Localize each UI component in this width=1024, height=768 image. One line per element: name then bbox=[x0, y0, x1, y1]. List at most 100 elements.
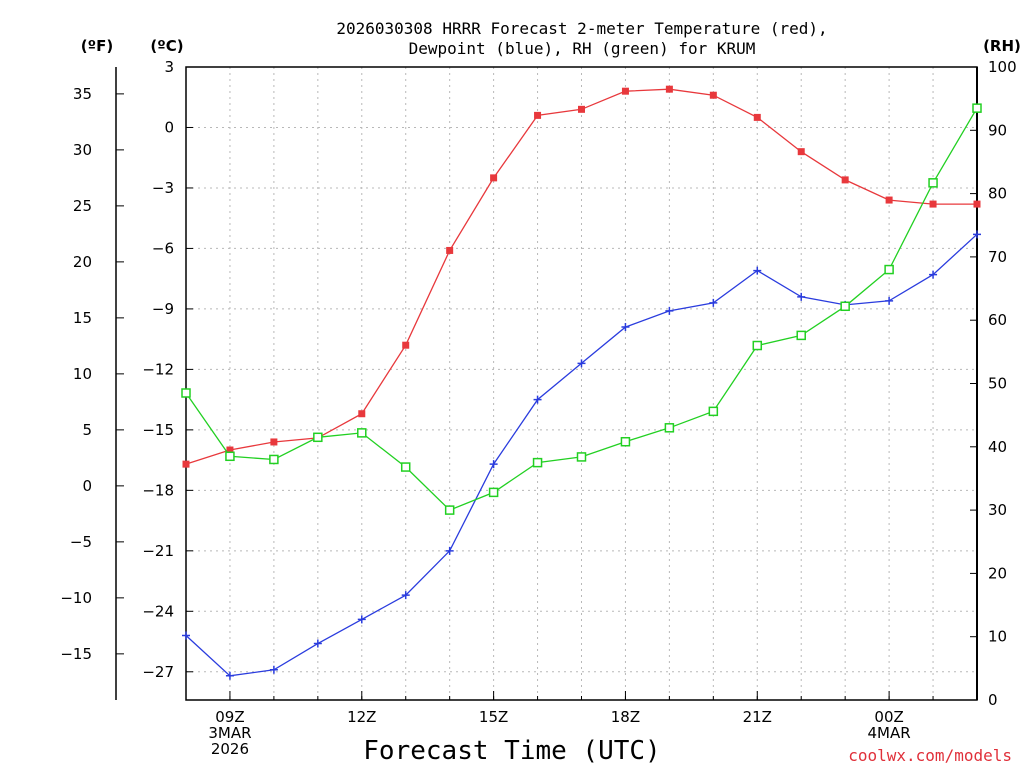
rh-tick-label: 60 bbox=[988, 311, 1007, 329]
dewpoint-point bbox=[182, 631, 190, 640]
celsius-tick-label: −21 bbox=[142, 542, 174, 560]
x-tick-label: 00Z bbox=[874, 708, 903, 726]
rh-point bbox=[928, 178, 938, 188]
rh-tick-label: 70 bbox=[988, 248, 1007, 266]
rh-tick-label: 80 bbox=[988, 185, 1007, 203]
fahrenheit-tick-label: 35 bbox=[73, 85, 92, 103]
temperature-point bbox=[578, 105, 585, 113]
chart-title-line-2: Dewpoint (blue), RH (green) for KRUM bbox=[409, 39, 756, 58]
dewpoint-point bbox=[357, 615, 366, 624]
rh-point bbox=[444, 505, 455, 515]
rh-tick-label: 100 bbox=[988, 58, 1017, 76]
axes bbox=[115, 66, 978, 701]
temperature-point bbox=[270, 438, 278, 446]
temperature-point bbox=[973, 200, 981, 208]
rh-point bbox=[225, 451, 235, 462]
celsius-tick-label: 0 bbox=[164, 118, 174, 136]
dewpoint-point bbox=[577, 359, 586, 368]
celsius-tick-label: −12 bbox=[142, 360, 174, 378]
fahrenheit-tick-label: −10 bbox=[60, 589, 92, 607]
dewpoint-point bbox=[665, 306, 674, 315]
dewpoint-point bbox=[445, 546, 454, 555]
celsius-tick-label: −9 bbox=[152, 300, 174, 318]
rh-unit-label: (RH) bbox=[983, 37, 1021, 55]
x-axis-label: Forecast Time (UTC) bbox=[363, 736, 660, 766]
temperature-point bbox=[446, 246, 454, 254]
fahrenheit-tick-label: 0 bbox=[82, 477, 92, 495]
x-tick-label: 2026 bbox=[211, 740, 249, 758]
credit-text: coolwx.com/models bbox=[848, 746, 1012, 765]
celsius-tick-label: 3 bbox=[164, 58, 174, 76]
temperature-point bbox=[358, 410, 366, 418]
dewpoint-point bbox=[225, 671, 234, 680]
x-tick-label: 18Z bbox=[611, 708, 640, 726]
dewpoint-point bbox=[973, 230, 981, 239]
temperature-point bbox=[621, 87, 629, 95]
grid-lines bbox=[186, 67, 977, 700]
data-series bbox=[181, 85, 982, 680]
rh-point bbox=[840, 301, 850, 312]
dewpoint-point bbox=[313, 639, 322, 648]
rh-point bbox=[620, 436, 631, 447]
rh-tick-label: 40 bbox=[988, 438, 1007, 456]
rh-series bbox=[181, 103, 982, 515]
temperature-point bbox=[797, 148, 805, 156]
celsius-tick-label: −18 bbox=[142, 481, 174, 499]
rh-point bbox=[884, 264, 894, 275]
rh-point bbox=[313, 432, 323, 443]
rh-point bbox=[796, 330, 806, 341]
dewpoint-point bbox=[929, 270, 938, 279]
plot-frame bbox=[185, 66, 978, 701]
fahrenheit-tick-label: −5 bbox=[70, 533, 92, 551]
rh-point bbox=[664, 423, 675, 433]
temperature-point bbox=[402, 341, 410, 349]
celsius-tick-label: −6 bbox=[152, 239, 174, 257]
dewpoint-point bbox=[753, 266, 762, 275]
rh-tick-label: 50 bbox=[988, 375, 1007, 393]
temperature-point bbox=[929, 200, 937, 208]
dewpoint-point bbox=[797, 292, 806, 301]
rh-tick-label: 10 bbox=[988, 628, 1007, 646]
rh-point bbox=[972, 103, 982, 113]
dewpoint-point bbox=[709, 298, 718, 307]
celsius-tick-label: −3 bbox=[152, 179, 174, 197]
rh-point bbox=[708, 406, 719, 417]
temperature-point bbox=[841, 176, 849, 184]
celsius-unit-label: (ºC) bbox=[150, 37, 183, 55]
temperature-point bbox=[490, 174, 498, 182]
celsius-tick-label: −27 bbox=[142, 663, 174, 681]
rh-point bbox=[357, 428, 367, 438]
rh-point bbox=[488, 487, 499, 498]
rh-tick-label: 90 bbox=[988, 121, 1007, 139]
x-tick-label: 4MAR bbox=[868, 724, 911, 742]
dewpoint-point bbox=[885, 296, 894, 305]
temperature-point bbox=[753, 113, 761, 121]
rh-point bbox=[181, 388, 191, 398]
fahrenheit-tick-label: 5 bbox=[82, 421, 92, 439]
fahrenheit-tick-label: −15 bbox=[60, 645, 92, 663]
rh-point bbox=[576, 452, 587, 462]
rh-tick-label: 30 bbox=[988, 501, 1007, 519]
fahrenheit-tick-label: 30 bbox=[73, 141, 92, 159]
dewpoint-point bbox=[621, 323, 630, 332]
rh-point bbox=[752, 340, 763, 351]
celsius-tick-label: −15 bbox=[142, 421, 174, 439]
dewpoint-point bbox=[533, 395, 542, 404]
rh-point bbox=[400, 462, 411, 472]
fahrenheit-tick-label: 20 bbox=[73, 253, 92, 271]
temperature-point bbox=[709, 91, 717, 99]
rh-point bbox=[269, 454, 279, 465]
x-tick-label: 15Z bbox=[479, 708, 508, 726]
temperature-point bbox=[226, 446, 234, 454]
chart-title-line-1: 2026030308 HRRR Forecast 2-meter Tempera… bbox=[336, 19, 827, 38]
temperature-point bbox=[665, 85, 673, 93]
x-tick-label: 3MAR bbox=[208, 724, 251, 742]
x-tick-label: 09Z bbox=[215, 708, 244, 726]
temperature-point bbox=[885, 196, 893, 204]
fahrenheit-tick-label: 15 bbox=[73, 309, 92, 327]
dewpoint-point bbox=[269, 665, 278, 674]
x-tick-label: 21Z bbox=[743, 708, 772, 726]
dewpoint-point bbox=[489, 460, 498, 469]
rh-tick-label: 0 bbox=[988, 691, 998, 709]
